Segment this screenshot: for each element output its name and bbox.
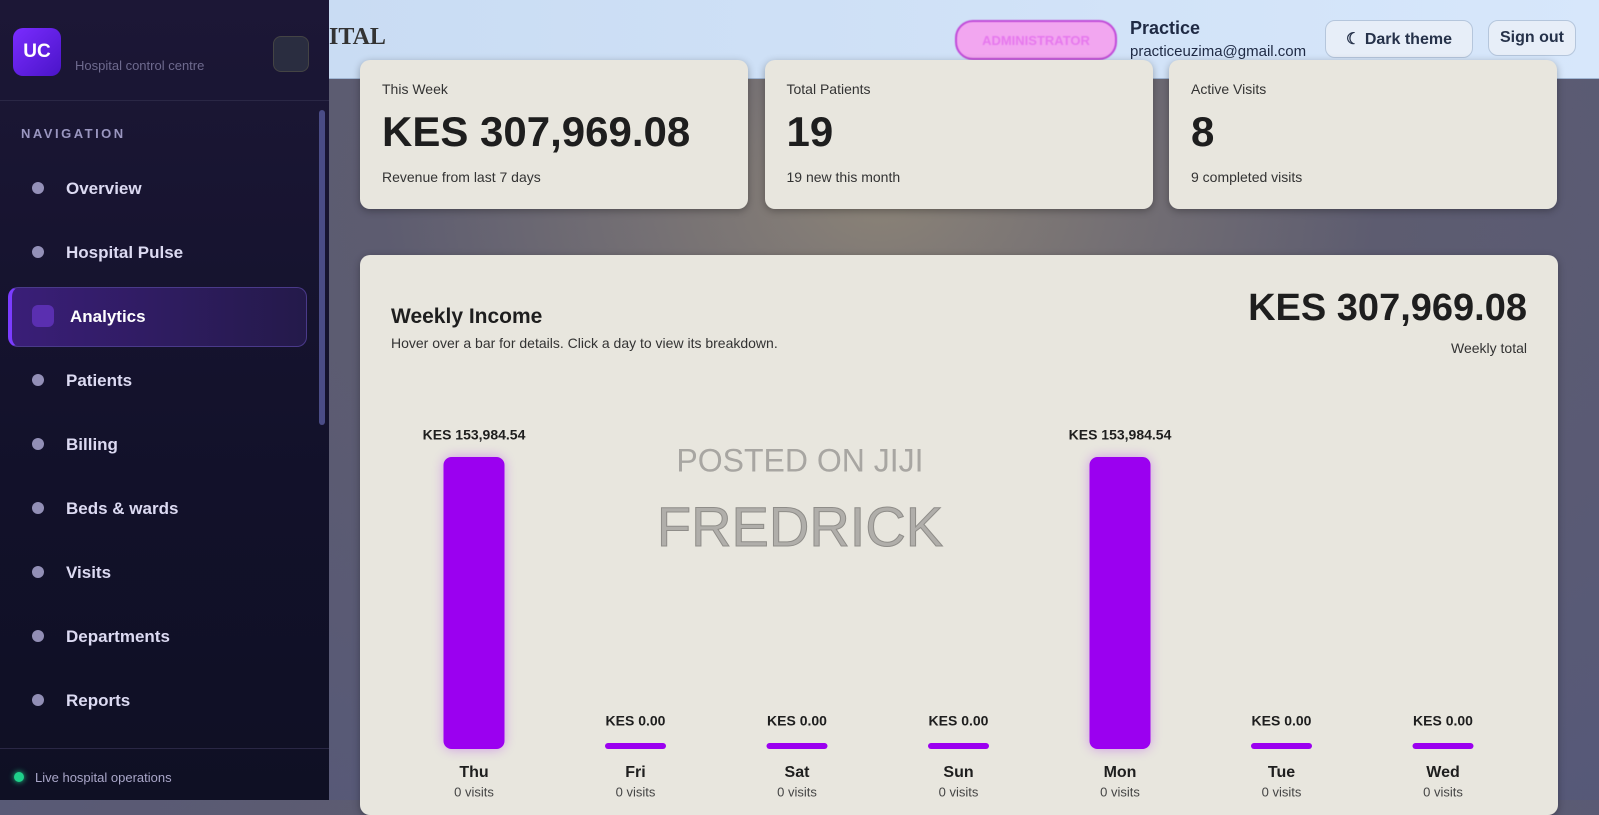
nav-label[interactable]: Billing [66,435,118,454]
user-email: practiceuzima@gmail.com [1130,43,1307,60]
bar[interactable] [443,457,505,749]
brand-subtitle: Hospital control centre [75,58,205,73]
nav-icon [32,246,44,258]
value-label: KES 153,984.54 [1069,427,1172,443]
nav-label[interactable]: Patients [66,371,133,390]
stat-label: This Week [382,81,448,97]
bar[interactable] [1412,743,1474,749]
watermark: FREDRICK [657,495,943,558]
stat-label: Total Patients [786,81,871,97]
value-label: KES 0.00 [606,713,666,729]
x-tick-label: Fri [625,764,645,781]
header-title: ITAL [329,24,386,50]
theme-button[interactable]: ☾ Dark theme [1325,20,1473,58]
nav-label[interactable]: Reports [66,691,131,710]
stat-card: This Week KES 307,969.08 Revenue from last… [360,60,748,209]
x-tick-label: Sun [943,764,973,781]
sidebar: UC Hospital control centre NAVIGATION Ov… [0,0,329,800]
bar-sublabel: 0 visits [454,784,494,799]
user-name: Practice [1130,18,1201,38]
value-label: KES 153,984.54 [423,427,526,443]
bar-sublabel: 0 visits [1423,784,1463,799]
stat-note: 9 completed visits [1191,169,1303,185]
sidebar-footer: Live hospital operations [35,770,172,785]
bar-sublabel: 0 visits [1100,784,1140,799]
bar-sublabel: 0 visits [777,784,817,799]
x-tick-label: Wed [1426,764,1459,781]
nav-item[interactable]: Beds & wards [8,479,302,537]
nav-item[interactable]: Hospital Pulse [8,223,302,281]
bar[interactable] [605,743,666,749]
nav-icon [32,630,44,642]
stat-note: 19 new this month [786,169,901,185]
weekly-income-panel: Weekly Income Hover over a bar for detai… [360,255,1558,815]
bar[interactable] [1089,457,1151,749]
nav-label[interactable]: Departments [66,627,170,646]
nav-item[interactable]: Patients [8,351,302,409]
nav-icon [32,566,44,578]
scrollbar [319,110,325,425]
nav-icon [32,694,44,706]
divider [0,100,329,101]
x-tick-label: Tue [1268,764,1295,781]
weekly-total-label: Weekly total [1451,340,1527,356]
bar-sublabel: 0 visits [1262,784,1302,799]
nav-section: NAVIGATION [21,126,126,141]
live-dot [14,772,24,782]
stat-card: Active Visits 8 9 completed visits [1169,60,1557,209]
nav-label[interactable]: Hospital Pulse [66,243,184,262]
watermark: POSTED ON JIJI [676,442,923,478]
logo: UC [13,28,61,76]
nav-item[interactable]: Departments [8,607,302,665]
nav-icon [32,502,44,514]
divider [0,748,329,749]
weekly-total: KES 307,969.08 [1248,287,1527,329]
value-label: KES 0.00 [1252,713,1312,729]
sign-out-button[interactable]: Sign out [1488,20,1576,56]
stat-note: Revenue from last 7 days [382,169,541,185]
nav-item[interactable]: Visits [8,543,302,601]
collapse-button[interactable] [273,36,309,72]
nav-label[interactable]: Beds & wards [66,499,179,518]
stat-value: 8 [1191,108,1215,155]
x-tick-label: Sat [785,764,811,781]
bar[interactable] [1251,743,1312,749]
nav-icon [32,305,54,327]
nav-item[interactable]: Billing [8,415,302,473]
nav-item[interactable]: Overview [8,159,302,217]
stat-value: KES 307,969.08 [382,108,691,155]
nav-icon [32,182,44,194]
nav-label[interactable]: Analytics [70,307,146,326]
bar-chart: POSTED ON JIJI FREDRICK KES 153,984.54 Th… [423,427,1474,799]
panel-subtitle: Hover over a bar for details. Click a da… [391,335,778,351]
value-label: KES 0.00 [767,713,827,729]
x-tick-label: Mon [1104,764,1137,781]
bar[interactable] [766,743,828,749]
nav-icon [32,438,44,450]
nav-label[interactable]: Visits [66,563,112,582]
role-badge: ADMINISTRATOR [955,20,1117,60]
bar[interactable] [928,743,989,749]
value-label: KES 0.00 [1413,713,1473,729]
stat-label: Active Visits [1191,81,1267,97]
value-label: KES 0.00 [929,713,989,729]
stat-card: Total Patients 19 19 new this month [764,60,1153,209]
stat-value: 19 [786,108,834,155]
nav-icon [32,374,44,386]
bar-sublabel: 0 visits [939,784,979,799]
nav-item[interactable]: Analytics [8,287,307,347]
x-tick-label: Thu [459,764,488,781]
bar-sublabel: 0 visits [616,784,656,799]
nav-item[interactable]: Reports [8,671,302,729]
nav-label[interactable]: Overview [66,179,142,198]
panel-title: Weekly Income [391,305,543,328]
